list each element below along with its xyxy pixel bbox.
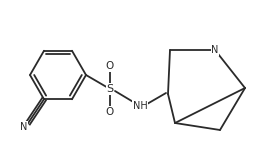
Text: S: S — [106, 84, 114, 94]
Text: O: O — [106, 107, 114, 117]
Text: O: O — [106, 61, 114, 71]
Text: N: N — [20, 122, 28, 132]
Text: N: N — [211, 45, 219, 55]
Text: NH: NH — [133, 101, 147, 111]
